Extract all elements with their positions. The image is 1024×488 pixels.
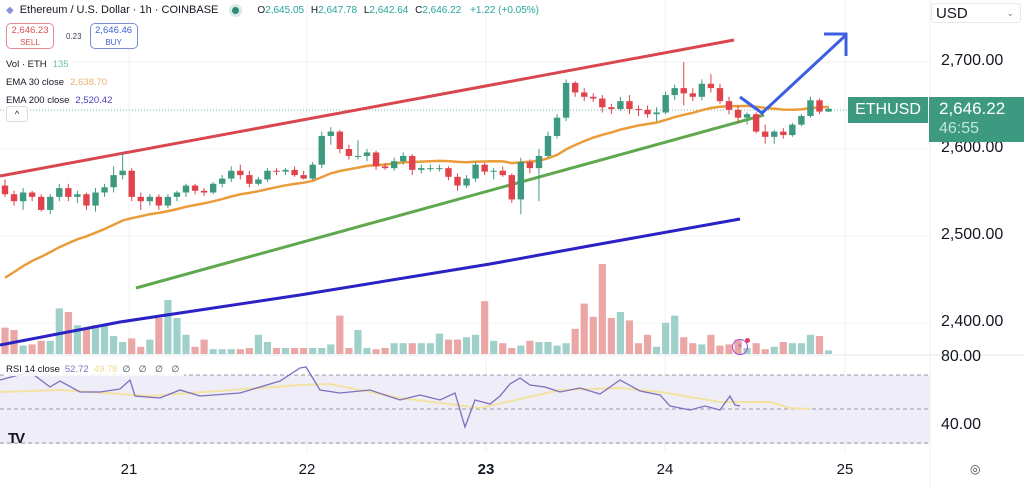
indicator-legend: Vol · ETH 135 EMA 30 close 2,638.70 EMA 20…: [6, 56, 112, 110]
chevron-down-icon: ⌄: [1006, 8, 1014, 18]
rsi-axis-label: 40.00: [941, 416, 982, 433]
time-axis-label: 24: [656, 461, 674, 478]
legend-ema200[interactable]: EMA 200 close 2,520.42: [6, 95, 113, 106]
ohlc-values: O2,645.05 H2,647.78 L2,642.64 C2,646.22 …: [257, 4, 539, 16]
candlesticks: [1, 62, 832, 215]
last-price-tag: 2,646.22 46:55: [929, 97, 1024, 142]
spread-value: 0.23: [66, 31, 82, 41]
ethereum-icon: ◆: [6, 4, 14, 16]
rsi-axis-label: 80.00: [941, 348, 982, 365]
market-open-indicator: [232, 6, 240, 14]
tradingview-logo[interactable]: TV: [8, 430, 25, 447]
symbol-header: ◆ Ethereum / U.S. Dollar · 1h · COINBASE…: [6, 4, 539, 16]
symbol-title[interactable]: Ethereum / U.S. Dollar · 1h · COINBASE: [19, 4, 219, 16]
flash-icon[interactable]: ⚡: [732, 338, 750, 355]
bar-countdown: 46:55: [939, 120, 980, 137]
settings-icon[interactable]: ◎: [970, 462, 981, 476]
time-axis-label: 21: [120, 461, 138, 478]
rsi-legend[interactable]: RSI 14 close 52.72 49.78 ∅ ∅ ∅ ∅: [4, 363, 185, 376]
legend-volume[interactable]: Vol · ETH 135: [6, 59, 69, 70]
rsi-pane: [0, 366, 930, 444]
legend-ema30[interactable]: EMA 30 close 2,638.70: [6, 77, 108, 88]
time-axis-label: 23: [477, 461, 495, 478]
price-axis-label: 2,500.00: [941, 226, 1004, 243]
chevron-up-icon: ^: [14, 109, 20, 119]
price-axis-label: 2,600.00: [941, 139, 1004, 156]
price-axis-label: 2,700.00: [941, 52, 1004, 69]
trade-panel: 2,646.23 SELL 0.23 2,646.46 BUY: [6, 23, 138, 49]
drawing-annotations: [739, 32, 848, 115]
price-axis-label: 2,400.00: [941, 313, 1004, 330]
time-axis-label: 25: [836, 461, 854, 478]
currency-select[interactable]: USD ⌄: [931, 3, 1021, 23]
time-axis-label: 22: [298, 461, 316, 478]
collapse-legend-button[interactable]: ^: [6, 106, 28, 122]
sell-button[interactable]: 2,646.23 SELL: [6, 23, 54, 49]
buy-button[interactable]: 2,646.46 BUY: [89, 23, 138, 49]
volume-bars: [1, 264, 833, 354]
symbol-price-tag: ETHUSD: [848, 97, 928, 123]
indicator-lines: [0, 38, 829, 347]
